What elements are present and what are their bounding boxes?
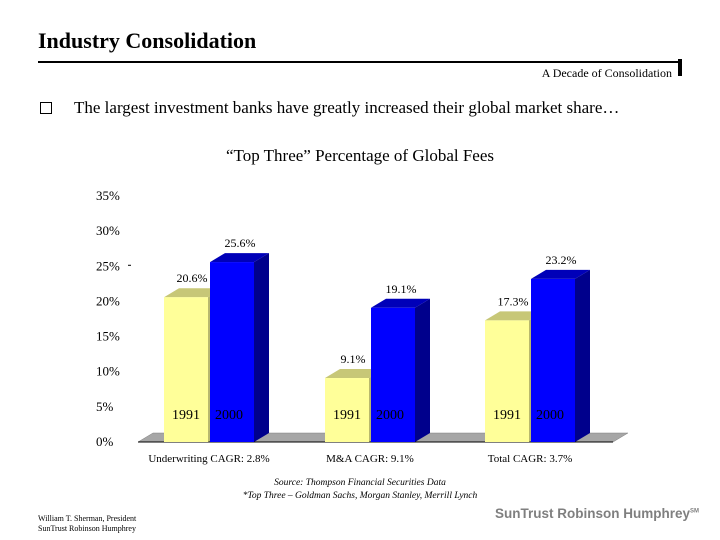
series-year-label: 1991 [172,408,200,423]
presenter-firm: SunTrust Robinson Humphrey [38,524,136,533]
data-label: 17.3% [498,294,529,308]
data-label: 25.6% [225,236,256,250]
data-label: 19.1% [386,282,417,296]
brand-name: SunTrust Robinson Humphrey [495,506,691,521]
bar-top [371,298,430,308]
x-category-label: Underwriting CAGR: 2.8% [148,453,269,465]
data-label: 9.1% [341,352,366,366]
y-tick-label: 10% [96,364,120,379]
page-subtitle: A Decade of Consolidation [541,66,672,80]
bar-2000 [531,278,575,442]
bar-2000 [210,262,254,442]
series-year-label: 1991 [333,408,361,423]
x-category-label: Total CAGR: 3.7% [488,453,572,465]
series-year-label: 1991 [493,408,521,423]
series-year-label: 2000 [536,408,564,423]
y-tick-label: 0% [96,434,114,449]
brand-logo: SunTrust Robinson HumphreySM [495,506,699,521]
bar-top [531,269,590,279]
page-title: Industry Consolidation [38,28,257,53]
y-tick-label: 5% [96,399,114,414]
series-year-label: 2000 [376,408,404,423]
y-tick-label: 25% [96,258,120,273]
data-label: 20.6% [177,271,208,285]
bar-top [325,369,384,379]
bullet-square-icon [40,102,52,114]
data-label: 23.2% [546,253,577,267]
bullet-text: The largest investment banks have greatl… [74,98,620,117]
bar-2000 [371,307,415,442]
bar-top [485,311,544,321]
series-year-label: 2000 [215,408,243,423]
presenter-name: William T. Sherman, President [38,514,137,523]
y-tick-label: 30% [96,223,120,238]
bar-1991 [164,297,208,442]
source-note: Source: Thompson Financial Securities Da… [0,477,720,503]
bar-1991 [485,320,529,442]
source-line: Source: Thompson Financial Securities Da… [274,478,446,488]
y-tick-label: 20% [96,293,120,308]
y-tick-label: 15% [96,329,120,344]
x-category-label: M&A CAGR: 9.1% [326,453,414,465]
bar-side [254,253,269,442]
title-rule [38,61,678,63]
title-rule-end [678,59,682,76]
presenter-info: William T. Sherman, President SunTrust R… [38,514,136,534]
y-tick-label: 35% [96,188,120,203]
bar-top [164,288,223,298]
bar-side [415,298,430,442]
bar-1991 [325,378,369,442]
bar-side [575,269,590,442]
chart-title: “Top Three” Percentage of Global Fees [225,146,495,165]
bar-top [210,253,269,263]
brand-service-mark: SM [690,508,700,515]
top-three-footnote: *Top Three – Goldman Sachs, Morgan Stanl… [242,491,478,501]
